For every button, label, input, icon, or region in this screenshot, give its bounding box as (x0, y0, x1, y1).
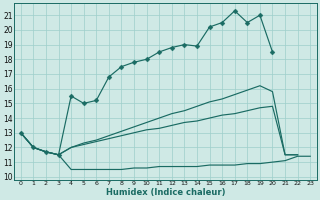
X-axis label: Humidex (Indice chaleur): Humidex (Indice chaleur) (106, 188, 225, 197)
